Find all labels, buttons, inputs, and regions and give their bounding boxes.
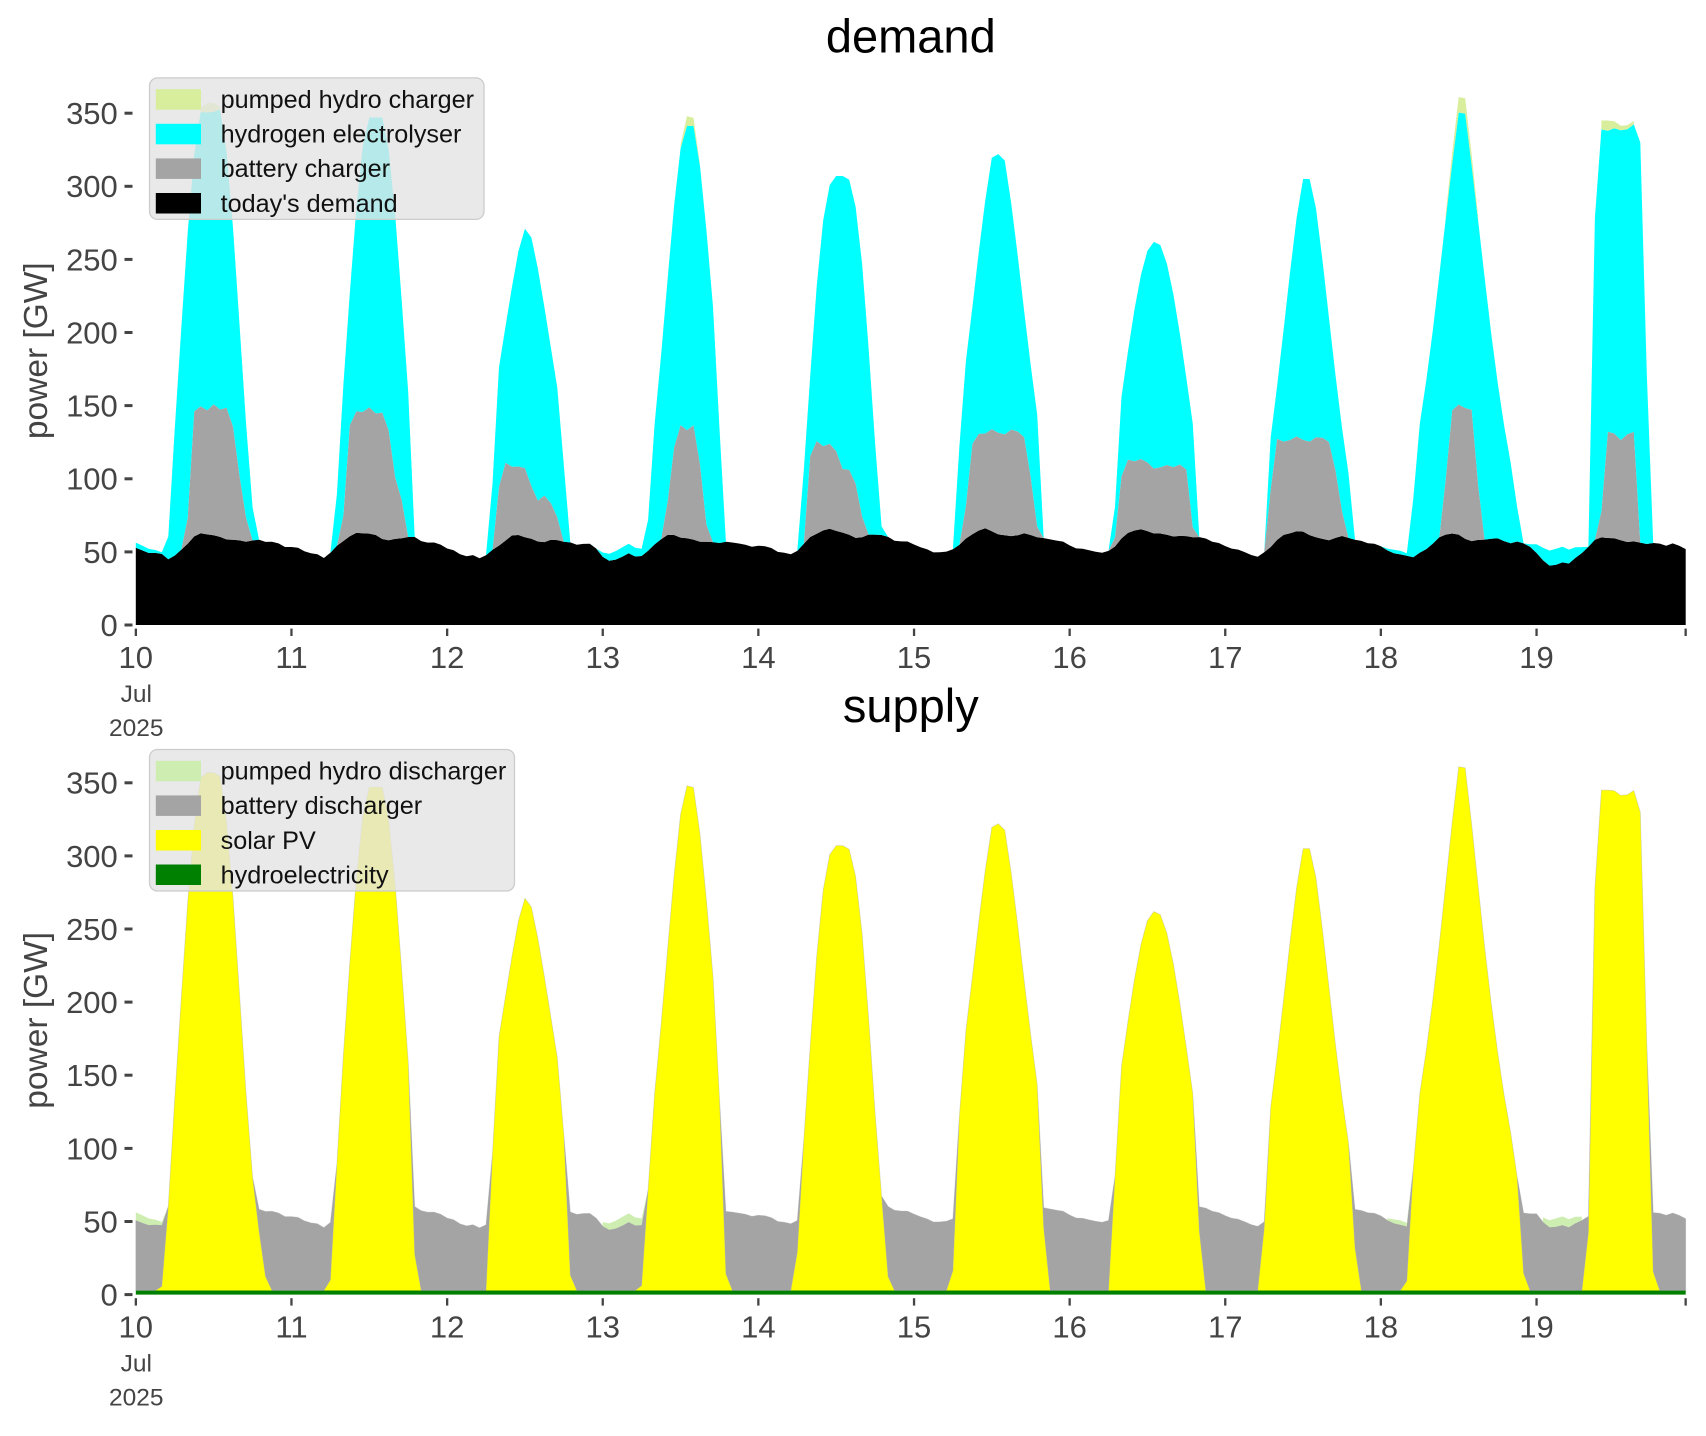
svg-text:11: 11 bbox=[275, 1310, 307, 1345]
svg-text:150: 150 bbox=[66, 1058, 118, 1093]
svg-text:100: 100 bbox=[66, 462, 118, 497]
svg-text:demand: demand bbox=[826, 10, 996, 63]
svg-text:19: 19 bbox=[1519, 640, 1553, 675]
svg-text:50: 50 bbox=[83, 535, 117, 570]
svg-text:150: 150 bbox=[66, 389, 118, 424]
svg-text:hydrogen electrolyser: hydrogen electrolyser bbox=[221, 121, 462, 149]
svg-text:18: 18 bbox=[1364, 640, 1398, 675]
svg-text:pumped hydro charger: pumped hydro charger bbox=[221, 86, 474, 114]
svg-text:14: 14 bbox=[741, 1310, 775, 1345]
svg-text:15: 15 bbox=[897, 1310, 931, 1345]
svg-text:2025: 2025 bbox=[109, 715, 164, 742]
svg-text:power [GW]: power [GW] bbox=[18, 262, 55, 439]
svg-text:250: 250 bbox=[66, 912, 118, 947]
svg-text:10: 10 bbox=[119, 1310, 153, 1345]
svg-text:200: 200 bbox=[66, 315, 118, 350]
svg-text:2025: 2025 bbox=[109, 1384, 164, 1411]
svg-text:12: 12 bbox=[430, 640, 464, 675]
svg-text:17: 17 bbox=[1208, 640, 1242, 675]
svg-text:15: 15 bbox=[897, 640, 931, 675]
svg-text:13: 13 bbox=[585, 640, 619, 675]
svg-text:battery charger: battery charger bbox=[221, 155, 390, 183]
svg-text:16: 16 bbox=[1052, 1310, 1086, 1345]
svg-text:0: 0 bbox=[101, 608, 118, 643]
svg-text:300: 300 bbox=[66, 839, 118, 874]
svg-text:100: 100 bbox=[66, 1131, 118, 1166]
svg-text:19: 19 bbox=[1519, 1310, 1553, 1345]
svg-text:350: 350 bbox=[66, 766, 118, 801]
svg-text:50: 50 bbox=[83, 1204, 117, 1239]
svg-text:250: 250 bbox=[66, 242, 118, 277]
svg-text:10: 10 bbox=[119, 640, 153, 675]
svg-text:300: 300 bbox=[66, 169, 118, 204]
svg-text:16: 16 bbox=[1052, 640, 1086, 675]
svg-text:14: 14 bbox=[741, 640, 775, 675]
svg-text:11: 11 bbox=[275, 640, 307, 675]
svg-text:solar PV: solar PV bbox=[221, 827, 316, 855]
svg-text:battery discharger: battery discharger bbox=[221, 792, 423, 820]
svg-text:Jul: Jul bbox=[121, 1351, 152, 1378]
svg-text:18: 18 bbox=[1364, 1310, 1398, 1345]
svg-text:today's demand: today's demand bbox=[221, 190, 398, 218]
svg-text:power [GW]: power [GW] bbox=[18, 932, 55, 1109]
svg-text:200: 200 bbox=[66, 985, 118, 1020]
svg-text:13: 13 bbox=[585, 1310, 619, 1345]
svg-text:350: 350 bbox=[66, 96, 118, 131]
svg-text:12: 12 bbox=[430, 1310, 464, 1345]
svg-text:0: 0 bbox=[101, 1278, 118, 1313]
svg-text:17: 17 bbox=[1208, 1310, 1242, 1345]
svg-text:pumped hydro discharger: pumped hydro discharger bbox=[221, 758, 507, 786]
svg-text:hydroelectricity: hydroelectricity bbox=[221, 861, 389, 889]
svg-text:Jul: Jul bbox=[121, 681, 152, 708]
svg-text:supply: supply bbox=[843, 679, 979, 732]
